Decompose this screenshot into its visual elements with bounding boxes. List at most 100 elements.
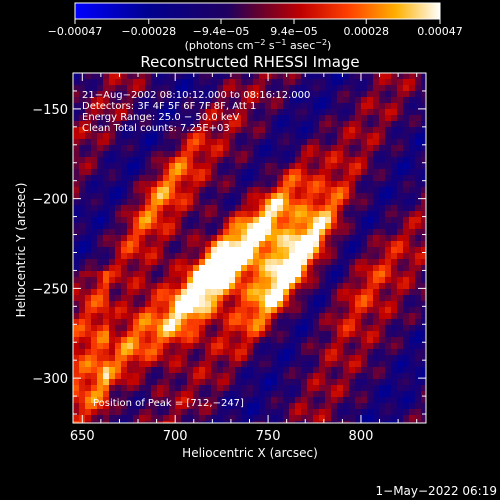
heatmap-pixel — [331, 127, 337, 133]
heatmap-pixel — [205, 349, 211, 355]
heatmap-pixel — [379, 169, 385, 175]
heatmap-pixel — [175, 151, 181, 157]
heatmap-pixel — [301, 217, 307, 223]
heatmap-pixel — [163, 307, 169, 313]
heatmap-pixel — [229, 151, 235, 157]
heatmap-pixel — [193, 337, 199, 343]
heatmap-pixel — [271, 361, 277, 367]
heatmap-pixel — [361, 307, 367, 313]
heatmap-pixel — [199, 139, 205, 145]
heatmap-pixel — [373, 145, 379, 151]
heatmap-pixel — [421, 217, 426, 223]
heatmap-pixel — [79, 325, 85, 331]
heatmap-pixel — [277, 121, 283, 127]
heatmap-pixel — [151, 121, 157, 127]
heatmap-pixel — [403, 133, 409, 139]
heatmap-pixel — [403, 403, 409, 409]
heatmap-pixel — [205, 355, 211, 361]
heatmap-pixel — [157, 271, 163, 277]
heatmap-pixel — [199, 385, 205, 391]
heatmap-pixel — [145, 355, 151, 361]
heatmap-pixel — [247, 145, 253, 151]
heatmap-pixel — [259, 421, 265, 423]
heatmap-pixel — [169, 415, 175, 421]
heatmap-pixel — [97, 283, 103, 289]
heatmap-pixel — [181, 217, 187, 223]
heatmap-pixel — [139, 397, 145, 403]
heatmap-pixel — [355, 325, 361, 331]
heatmap-pixel — [91, 241, 97, 247]
heatmap-pixel — [331, 205, 337, 211]
heatmap-pixel — [271, 283, 277, 289]
heatmap-pixel — [211, 211, 217, 217]
heatmap-pixel — [169, 121, 175, 127]
heatmap-pixel — [175, 283, 181, 289]
heatmap-pixel — [79, 379, 85, 385]
heatmap-pixel — [313, 265, 319, 271]
heatmap-pixel — [325, 85, 331, 91]
heatmap-pixel — [139, 217, 145, 223]
heatmap-pixel — [283, 79, 289, 85]
heatmap-pixel — [163, 415, 169, 421]
heatmap-pixel — [409, 151, 415, 157]
heatmap-pixel — [367, 109, 373, 115]
heatmap-pixel — [409, 415, 415, 421]
heatmap-pixel — [289, 235, 295, 241]
heatmap-pixel — [265, 151, 271, 157]
heatmap-pixel — [397, 91, 403, 97]
heatmap-pixel — [421, 205, 426, 211]
heatmap-pixel — [307, 283, 313, 289]
heatmap-pixel — [205, 181, 211, 187]
heatmap-pixel — [361, 85, 367, 91]
heatmap-pixel — [265, 103, 271, 109]
heatmap-pixel — [277, 199, 283, 205]
heatmap-pixel — [319, 259, 325, 265]
heatmap-pixel — [277, 415, 283, 421]
heatmap-pixel — [211, 331, 217, 337]
heatmap-pixel — [421, 409, 426, 415]
heatmap-pixel — [199, 145, 205, 151]
heatmap-pixel — [211, 217, 217, 223]
heatmap-pixel — [193, 151, 199, 157]
heatmap-pixel — [331, 397, 337, 403]
heatmap-pixel — [181, 361, 187, 367]
heatmap-pixel — [73, 115, 79, 121]
heatmap-pixel — [175, 331, 181, 337]
heatmap-pixel — [367, 187, 373, 193]
heatmap-pixel — [373, 283, 379, 289]
heatmap-pixel — [169, 163, 175, 169]
heatmap-pixel — [127, 187, 133, 193]
heatmap-pixel — [229, 169, 235, 175]
heatmap-pixel — [361, 385, 367, 391]
heatmap-pixel — [73, 259, 79, 265]
heatmap-pixel — [265, 229, 271, 235]
heatmap-pixel — [73, 109, 79, 115]
heatmap-pixel — [85, 97, 91, 103]
heatmap-pixel — [121, 133, 127, 139]
heatmap-pixel — [367, 313, 373, 319]
heatmap-pixel — [247, 247, 253, 253]
heatmap-pixel — [103, 391, 109, 397]
heatmap-pixel — [421, 277, 426, 283]
heatmap-pixel — [403, 73, 409, 79]
heatmap-pixel — [289, 319, 295, 325]
heatmap-pixel — [223, 85, 229, 91]
heatmap-pixel — [265, 385, 271, 391]
heatmap-pixel — [409, 181, 415, 187]
heatmap-pixel — [283, 115, 289, 121]
heatmap-pixel — [163, 133, 169, 139]
heatmap-pixel — [319, 235, 325, 241]
heatmap-pixel — [355, 241, 361, 247]
heatmap-pixel — [157, 409, 163, 415]
heatmap-pixel — [283, 205, 289, 211]
heatmap-pixel — [421, 313, 426, 319]
heatmap-pixel — [91, 127, 97, 133]
heatmap-pixel — [277, 247, 283, 253]
heatmap-pixel — [85, 79, 91, 85]
heatmap-pixel — [283, 151, 289, 157]
heatmap-pixel — [97, 127, 103, 133]
heatmap-pixel — [157, 139, 163, 145]
heatmap-pixel — [361, 211, 367, 217]
heatmap-pixel — [169, 91, 175, 97]
heatmap-pixel — [331, 151, 337, 157]
